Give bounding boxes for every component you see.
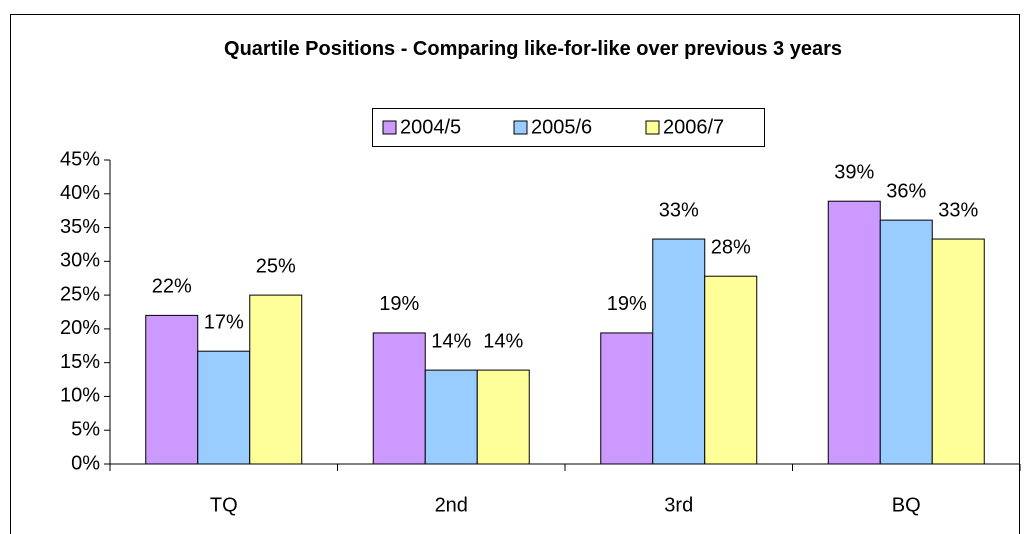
data-label: 39% — [834, 161, 874, 183]
legend-swatch — [513, 120, 528, 135]
bar — [249, 294, 303, 465]
y-tick-label: 30% — [60, 250, 100, 272]
y-tick-label: 25% — [60, 283, 100, 305]
data-label: 19% — [607, 293, 647, 315]
bar — [879, 219, 933, 465]
bar — [424, 369, 478, 465]
y-tick-label: 20% — [60, 317, 100, 339]
legend-label: 2004/5 — [400, 116, 461, 138]
y-tick-label: 35% — [60, 216, 100, 238]
data-label: 36% — [886, 180, 926, 202]
y-tick-label: 45% — [60, 148, 100, 170]
legend-swatch — [645, 120, 660, 135]
y-tick-label: 10% — [60, 385, 100, 407]
bar — [827, 200, 881, 465]
data-label: 17% — [204, 311, 244, 333]
bar — [145, 314, 199, 465]
y-tick-label: 0% — [71, 452, 100, 474]
x-tick-label: 2nd — [435, 494, 468, 516]
data-label: 25% — [256, 255, 296, 277]
bar — [600, 332, 654, 465]
bar — [931, 238, 985, 465]
data-label: 14% — [431, 330, 471, 352]
legend-box — [372, 108, 765, 147]
data-label: 28% — [711, 236, 751, 258]
y-tick-label: 5% — [71, 419, 100, 441]
legend-label: 2006/7 — [663, 116, 724, 138]
x-tick-label: TQ — [210, 494, 238, 516]
bar — [476, 369, 530, 465]
x-tick-label: 3rd — [664, 494, 693, 516]
legend-swatch — [382, 120, 397, 135]
x-tick-label: BQ — [892, 494, 921, 516]
bar — [372, 332, 426, 465]
data-label: 14% — [483, 330, 523, 352]
y-tick-label: 15% — [60, 351, 100, 373]
data-label: 22% — [152, 276, 192, 298]
y-tick-label: 40% — [60, 182, 100, 204]
bar — [197, 350, 251, 465]
bar — [704, 275, 758, 465]
data-label: 33% — [938, 199, 978, 221]
chart-title: Quartile Positions - Comparing like-for-… — [224, 38, 842, 60]
data-label: 19% — [379, 293, 419, 315]
legend-label: 2005/6 — [531, 116, 592, 138]
bar — [652, 238, 706, 465]
data-label: 33% — [659, 199, 699, 221]
